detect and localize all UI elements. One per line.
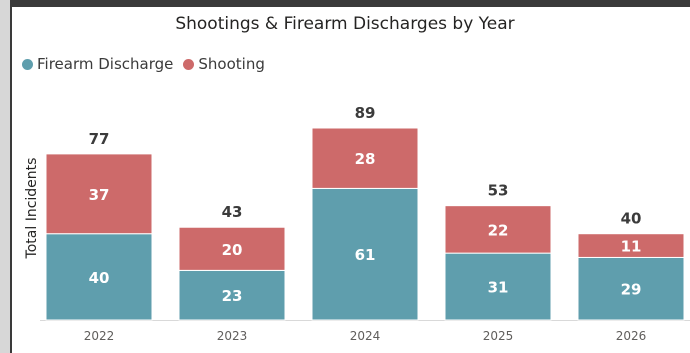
bar-shooting-2022[interactable]: [45, 153, 153, 235]
total-label-2025: 53: [488, 182, 509, 200]
legend-item-firearm-discharge[interactable]: Firearm Discharge: [22, 55, 173, 73]
data-label-shooting-2022: 37: [89, 186, 110, 204]
bar-shooting-2026[interactable]: [577, 233, 685, 258]
data-label-shooting-2025: 22: [488, 221, 509, 239]
data-label-firearm-discharge-2023: 23: [222, 287, 243, 305]
data-label-shooting-2023: 20: [222, 241, 243, 259]
data-label-shooting-2024: 28: [355, 150, 376, 168]
window-top-border: [0, 0, 690, 7]
legend: Firearm Discharge Shooting: [22, 55, 275, 73]
bar-shooting-2025[interactable]: [444, 205, 552, 254]
total-label-2022: 77: [89, 130, 110, 148]
legend-label-shooting: Shooting: [198, 55, 265, 73]
chart-title: Shootings & Firearm Discharges by Year: [175, 14, 515, 34]
data-label-firearm-discharge-2024: 61: [355, 246, 376, 264]
bar-shooting-2024[interactable]: [311, 127, 419, 189]
data-label-shooting-2026: 11: [621, 238, 642, 256]
bar-firearm-discharge-2024[interactable]: [311, 187, 419, 321]
window-left-border: [0, 0, 12, 353]
data-label-firearm-discharge-2025: 31: [488, 279, 509, 297]
total-label-2026: 40: [621, 210, 642, 228]
bar-firearm-discharge-2026[interactable]: [577, 256, 685, 321]
data-label-firearm-discharge-2022: 40: [89, 269, 110, 287]
x-tick-label-2026: 2026: [616, 329, 647, 343]
legend-label-firearm-discharge: Firearm Discharge: [37, 55, 174, 73]
total-label-2024: 89: [355, 104, 376, 122]
legend-dot-shooting: [183, 58, 195, 70]
bar-firearm-discharge-2023[interactable]: [178, 269, 286, 321]
x-tick-label-2023: 2023: [217, 329, 248, 343]
bar-firearm-discharge-2022[interactable]: [45, 233, 153, 321]
legend-item-shooting[interactable]: Shooting: [183, 55, 265, 73]
x-tick-label-2025: 2025: [483, 329, 514, 343]
data-label-firearm-discharge-2026: 29: [621, 281, 642, 299]
x-tick-label-2022: 2022: [84, 329, 115, 343]
x-tick-label-2024: 2024: [350, 329, 381, 343]
legend-dot-firearm-discharge: [22, 58, 33, 70]
bar-shooting-2023[interactable]: [178, 226, 286, 271]
total-label-2023: 43: [222, 203, 243, 221]
